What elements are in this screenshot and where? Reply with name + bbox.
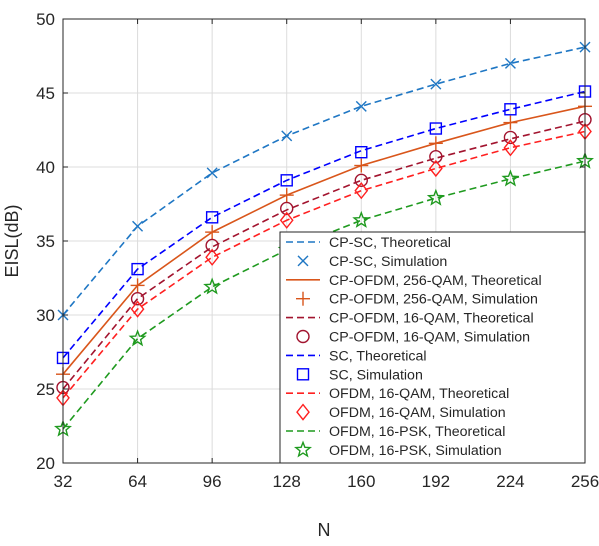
legend-item: OFDM, 16-QAM, Simulation: [296, 403, 506, 421]
data-point-square: [504, 103, 517, 116]
data-point-x: [206, 167, 218, 179]
legend-label: SC, Theoretical: [329, 348, 427, 364]
data-point-x: [281, 130, 293, 142]
series-cp-ofdm-16-qam-simulation: [56, 112, 592, 395]
data-point-plus: [130, 278, 145, 293]
x-tick-label: 96: [203, 472, 222, 491]
y-tick-label: 50: [36, 10, 55, 29]
legend-item: SC, Simulation: [296, 367, 423, 383]
x-tick-label: 32: [54, 472, 73, 491]
x-tick-label: 160: [347, 472, 375, 491]
legend-item: SC, Theoretical: [286, 348, 427, 364]
legend-item: CP-OFDM, 16-QAM, Theoretical: [286, 311, 534, 327]
data-point-star: [501, 169, 520, 187]
y-tick-label: 40: [36, 158, 55, 177]
data-point-circle: [205, 238, 219, 253]
x-tick-label: 224: [496, 472, 524, 491]
data-point-circle: [503, 130, 518, 145]
data-point-square: [355, 145, 368, 159]
data-point-diamond: [205, 248, 220, 266]
data-point-circle: [354, 173, 368, 188]
y-tick-label: 20: [36, 454, 55, 473]
legend-label: OFDM, 16-PSK, Theoretical: [329, 424, 505, 440]
series-cp-ofdm-256-qam-theoretical: [62, 105, 586, 375]
legend-marker-circle: [296, 329, 310, 344]
data-point-x: [132, 220, 144, 232]
y-axis-label: EISL(dB): [2, 204, 22, 277]
legend-marker-plus: [296, 291, 310, 306]
data-point-star: [128, 329, 147, 347]
legend-item: CP-SC, Simulation: [297, 254, 447, 270]
legend-item: OFDM, 16-QAM, Theoretical: [286, 386, 509, 402]
data-point-plus: [354, 158, 369, 173]
data-point-star: [426, 188, 445, 206]
data-point-circle: [429, 149, 443, 164]
data-point-diamond: [503, 139, 518, 157]
data-point-circle: [280, 201, 294, 216]
data-point-diamond: [428, 159, 443, 178]
data-point-plus: [428, 136, 443, 151]
x-tick-label: 64: [128, 472, 147, 491]
legend-marker-diamond: [296, 403, 310, 421]
series-sc-theoretical: [62, 90, 586, 359]
legend-label: CP-OFDM, 16-QAM, Theoretical: [329, 311, 534, 327]
legend-label: OFDM, 16-QAM, Theoretical: [329, 386, 509, 402]
legend-label: CP-SC, Simulation: [329, 254, 447, 270]
data-point-circle: [130, 292, 145, 306]
data-point-x: [355, 100, 367, 112]
legend-marker-square: [296, 368, 310, 381]
legend-label: OFDM, 16-QAM, Simulation: [329, 405, 506, 421]
legend-label: OFDM, 16-PSK, Simulation: [329, 443, 502, 459]
y-tick-label: 25: [36, 380, 55, 399]
data-point-plus: [503, 115, 518, 130]
x-tick-label: 128: [273, 472, 301, 491]
data-point-x: [504, 57, 516, 69]
legend-marker-x: [297, 255, 309, 267]
series-ofdm-16-qam-theoretical: [62, 130, 586, 399]
legend-label: SC, Simulation: [329, 367, 423, 383]
data-point-diamond: [279, 211, 294, 229]
series-line: [62, 105, 586, 375]
series-line: [62, 90, 586, 359]
data-point-star: [352, 210, 371, 228]
data-point-square: [280, 174, 293, 187]
series-cp-ofdm-16-qam-theoretical: [62, 120, 586, 390]
data-point-plus: [279, 188, 294, 203]
legend-box: [279, 231, 586, 464]
legend-label: CP-SC, Theoretical: [329, 235, 451, 251]
series-cp-sc-theoretical: [62, 46, 586, 316]
data-point-star: [203, 277, 222, 295]
x-axis-label: N: [318, 520, 331, 540]
legend-label: CP-OFDM, 16-QAM, Simulation: [329, 330, 530, 346]
legend-item: CP-SC, Theoretical: [286, 235, 451, 251]
legend-item: CP-OFDM, 256-QAM, Simulation: [296, 291, 538, 308]
legend-label: CP-OFDM, 256-QAM, Theoretical: [329, 273, 542, 289]
legend-label: CP-OFDM, 256-QAM, Simulation: [329, 292, 538, 308]
data-point-diamond: [130, 300, 145, 318]
data-point-x: [430, 78, 442, 90]
x-tick-label: 256: [571, 472, 599, 491]
series-line: [62, 130, 586, 399]
data-point-square: [205, 211, 219, 224]
legend-item: OFDM, 16-PSK, Simulation: [294, 440, 502, 459]
y-tick-label: 30: [36, 306, 55, 325]
y-tick-label: 35: [36, 232, 55, 251]
x-tick-label: 192: [422, 472, 450, 491]
series-line: [62, 120, 586, 390]
legend: CP-SC, Theoretical CP-SC, Simulation CP-OF…: [279, 231, 586, 464]
ticks: 32 64 96 128 160 192 224 256 20 25 30 35 40 45 50: [36, 10, 599, 491]
series-line: [62, 46, 586, 316]
legend-item: CP-OFDM, 256-QAM, Theoretical: [286, 273, 542, 289]
data-point-diamond: [354, 182, 369, 200]
legend-item: OFDM, 16-PSK, Theoretical: [286, 424, 505, 440]
legend-marker-star: [294, 440, 312, 458]
series-cp-sc-simulation: [57, 41, 591, 321]
data-point-square: [131, 262, 144, 276]
data-point-plus: [205, 225, 220, 240]
y-tick-label: 45: [36, 84, 55, 103]
data-point-square: [429, 122, 443, 135]
legend-item: CP-OFDM, 16-QAM, Simulation: [296, 329, 530, 346]
